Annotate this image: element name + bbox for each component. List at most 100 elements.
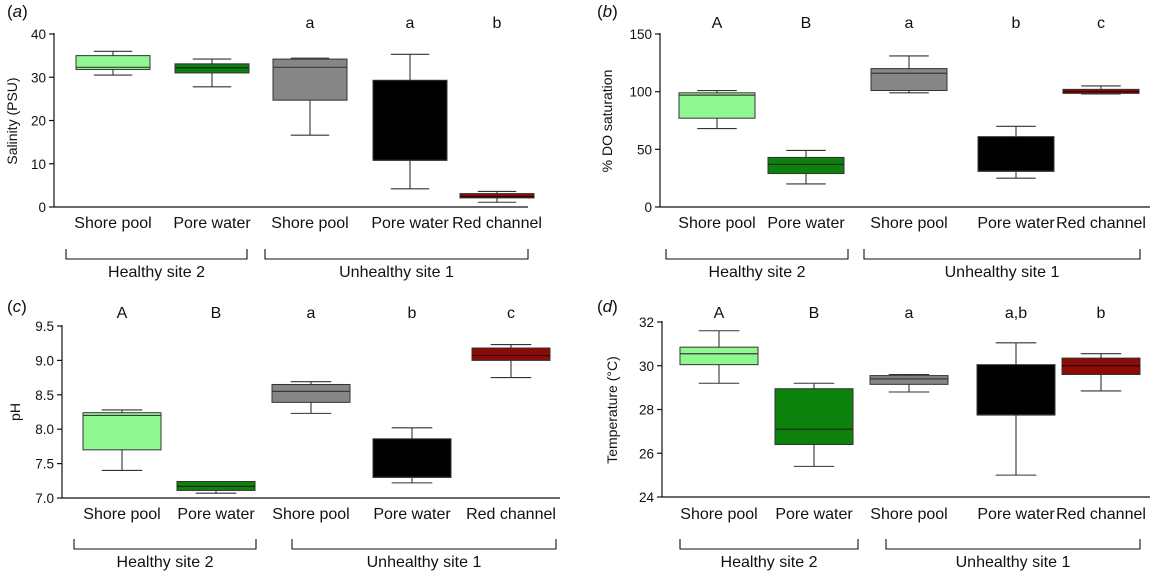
box-2 — [176, 480, 256, 494]
y-tick-label: 30 — [31, 70, 46, 85]
y-tick-label: 0 — [38, 200, 46, 215]
box-2 — [174, 58, 250, 88]
significance-label: a — [306, 15, 315, 32]
y-tick-label: 7.5 — [35, 457, 54, 472]
box-iqr — [272, 58, 348, 101]
box-iqr — [767, 156, 845, 175]
category-label: Pore water — [767, 215, 845, 232]
category-label: Shore pool — [870, 215, 947, 232]
box-iqr — [679, 346, 759, 366]
significance-label: B — [211, 305, 222, 322]
box-1 — [679, 330, 759, 384]
y-tick-label: 9.5 — [35, 319, 54, 334]
group-label: Unhealthy site 1 — [945, 264, 1060, 281]
box-3 — [271, 381, 351, 414]
box-2 — [767, 149, 845, 185]
category-label: Red channel — [1056, 506, 1146, 523]
y-tick-label: 32 — [639, 315, 654, 330]
group-bracket — [679, 539, 859, 550]
y-tick-label: 40 — [31, 27, 46, 42]
box-3 — [870, 55, 948, 94]
group-label: Healthy site 2 — [108, 264, 205, 281]
group-label: Unhealthy site 1 — [367, 554, 482, 571]
y-axis-title: % DO saturation — [599, 70, 615, 173]
panel-label: (c) — [7, 297, 27, 316]
box-1 — [75, 50, 151, 76]
panel-label: (b) — [597, 2, 618, 21]
y-axis-title: pH — [7, 403, 23, 421]
group-label: Healthy site 2 — [117, 554, 214, 571]
significance-label: a — [905, 15, 914, 32]
group-label: Healthy site 2 — [721, 554, 818, 571]
category-label: Pore water — [177, 506, 255, 523]
box-4 — [372, 427, 452, 484]
group-label: Unhealthy site 1 — [339, 264, 454, 281]
category-label: Shore pool — [678, 215, 755, 232]
box-1 — [82, 409, 162, 472]
box-iqr — [774, 388, 854, 445]
significance-label: A — [712, 15, 723, 32]
y-tick-label: 50 — [637, 142, 652, 157]
significance-label: B — [809, 305, 820, 322]
y-tick-label: 150 — [629, 27, 652, 42]
category-label: Shore pool — [272, 506, 349, 523]
y-tick-label: 26 — [639, 446, 654, 461]
box-2 — [774, 382, 854, 467]
panel-a: (a) Salinity (PSU) 0 10 20 30 40 Shore pool Pore… — [4, 2, 542, 281]
significance-label: a,b — [1005, 305, 1027, 322]
box-3 — [272, 57, 348, 136]
significance-label: b — [408, 305, 417, 322]
box-iqr — [678, 92, 756, 119]
category-label: Red channel — [1056, 215, 1146, 232]
panel-b: (b) % DO saturation 0 50 100 150 A Shore pool B P… — [597, 2, 1150, 281]
box-iqr — [75, 55, 151, 70]
significance-label: A — [714, 305, 725, 322]
y-axis-title: Temperature (°C) — [604, 356, 620, 464]
y-tick-label: 8.0 — [35, 422, 54, 437]
category-label: Pore water — [977, 506, 1055, 523]
box-iqr — [372, 438, 452, 478]
significance-label: A — [117, 305, 128, 322]
category-label: Pore water — [373, 506, 451, 523]
category-label: Shore pool — [680, 506, 757, 523]
box-iqr — [869, 375, 949, 385]
box-iqr — [372, 79, 448, 161]
category-label: Shore pool — [83, 506, 160, 523]
category-label: Pore water — [173, 215, 251, 232]
panel-c: (c) pH 7.0 7.5 8.0 8.5 9.0 9.5 A Shore pool B Pore … — [7, 297, 560, 571]
category-label: Pore water — [371, 215, 449, 232]
box-iqr — [870, 68, 948, 92]
category-label: Pore water — [977, 215, 1055, 232]
category-label: Pore water — [775, 506, 853, 523]
category-label: Shore pool — [271, 215, 348, 232]
group-bracket — [665, 249, 849, 260]
significance-label: b — [1097, 305, 1106, 322]
category-label: Red channel — [466, 506, 556, 523]
y-tick-label: 28 — [639, 403, 654, 418]
y-tick-label: 0 — [644, 200, 652, 215]
category-label: Shore pool — [74, 215, 151, 232]
box-5 — [1061, 353, 1141, 392]
group-label: Healthy site 2 — [709, 264, 806, 281]
box-4 — [372, 53, 448, 190]
significance-label: c — [1097, 15, 1105, 32]
significance-label: c — [507, 305, 515, 322]
significance-label: a — [406, 15, 415, 32]
y-tick-label: 24 — [639, 490, 655, 505]
box-1 — [678, 89, 756, 130]
significance-label: a — [905, 305, 914, 322]
y-tick-label: 9.0 — [35, 353, 54, 368]
box-iqr — [471, 347, 551, 361]
panel-d: (d) Temperature (°C) 24 26 28 30 32 A Shore pool… — [597, 297, 1150, 571]
category-label: Red channel — [452, 215, 542, 232]
significance-label: a — [307, 305, 316, 322]
category-label: Shore pool — [870, 506, 947, 523]
group-bracket — [264, 249, 529, 260]
y-tick-label: 20 — [31, 114, 46, 129]
group-bracket — [73, 539, 257, 550]
panel-label: (d) — [597, 297, 618, 316]
y-axis-title: Salinity (PSU) — [4, 77, 20, 164]
y-tick-label: 7.0 — [35, 491, 54, 506]
group-bracket — [291, 539, 557, 550]
